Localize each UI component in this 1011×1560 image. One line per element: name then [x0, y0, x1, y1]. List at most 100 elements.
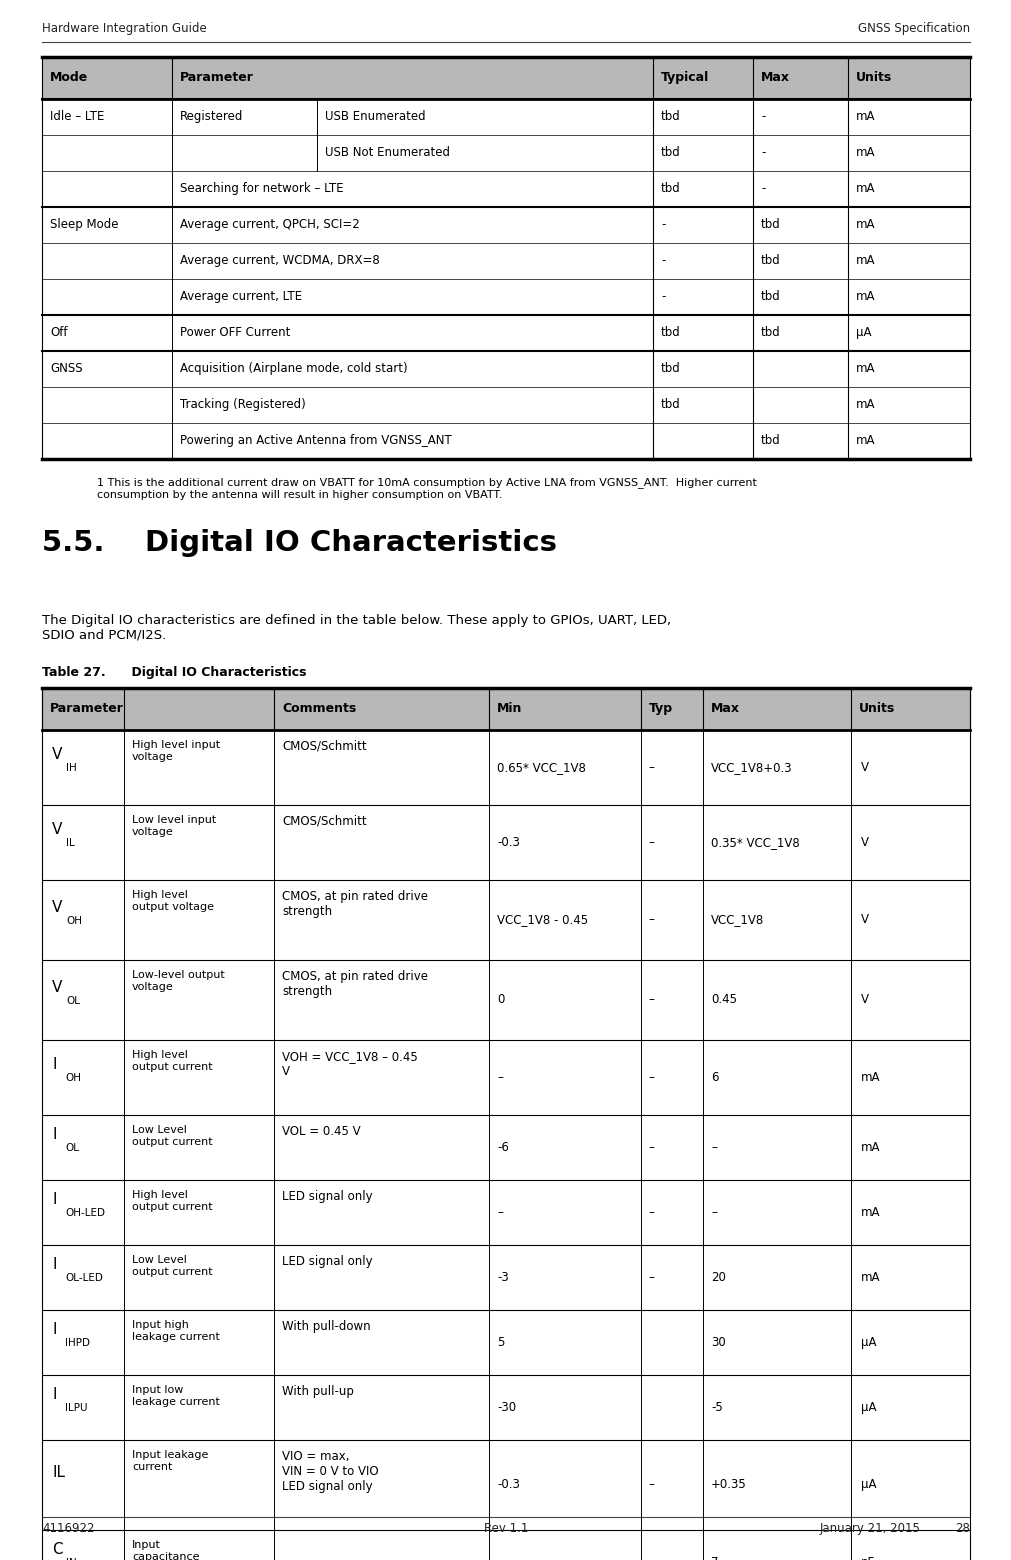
Text: 1 This is the additional current draw on VBATT for 10mA consumption by Active LN: 1 This is the additional current draw on…: [97, 477, 757, 499]
Text: I: I: [52, 1058, 57, 1072]
Bar: [42, 1374, 970, 1440]
Text: Hardware Integration Guide: Hardware Integration Guide: [42, 22, 207, 34]
Text: Low Level
output current: Low Level output current: [132, 1254, 212, 1276]
Text: I: I: [52, 1323, 57, 1337]
Text: USB Enumerated: USB Enumerated: [325, 111, 426, 123]
Bar: [42, 730, 970, 805]
Bar: [42, 1530, 970, 1560]
Text: Low-level output
voltage: Low-level output voltage: [132, 970, 224, 992]
Bar: [42, 1179, 970, 1245]
Text: tbd: tbd: [661, 326, 680, 340]
Text: –: –: [497, 1206, 502, 1218]
Text: -: -: [661, 290, 665, 304]
Text: VCC_1V8 - 0.45: VCC_1V8 - 0.45: [497, 914, 588, 927]
Text: CMOS, at pin rated drive
strength: CMOS, at pin rated drive strength: [282, 891, 428, 917]
Bar: [42, 351, 970, 387]
Text: tbd: tbd: [761, 218, 780, 231]
Text: I: I: [52, 1387, 57, 1402]
Bar: [42, 1041, 970, 1115]
Text: –: –: [648, 836, 654, 849]
Text: January 21, 2015: January 21, 2015: [820, 1523, 921, 1535]
Text: OL: OL: [66, 995, 80, 1006]
Text: VOL = 0.45 V: VOL = 0.45 V: [282, 1125, 361, 1137]
Text: µA: µA: [861, 1479, 877, 1491]
Text: –: –: [648, 914, 654, 927]
Text: μA: μA: [861, 1335, 877, 1349]
Text: 5: 5: [497, 1335, 504, 1349]
Text: –: –: [711, 1206, 717, 1218]
Text: -: -: [661, 218, 665, 231]
Text: IHPD: IHPD: [65, 1338, 90, 1348]
Text: V: V: [52, 822, 63, 838]
Text: Parameter: Parameter: [50, 702, 124, 716]
Text: GNSS Specification: GNSS Specification: [858, 22, 970, 34]
Text: I: I: [52, 1257, 57, 1273]
Text: OH-LED: OH-LED: [65, 1209, 105, 1218]
Text: –: –: [497, 1072, 502, 1084]
Text: tbd: tbd: [661, 398, 680, 412]
Text: mA: mA: [856, 398, 876, 412]
Text: Idle – LTE: Idle – LTE: [50, 111, 104, 123]
Text: -3: -3: [497, 1271, 509, 1284]
Text: V: V: [52, 980, 63, 995]
Text: High level input
voltage: High level input voltage: [132, 739, 220, 761]
Text: mA: mA: [856, 435, 876, 448]
Text: CMOS/Schmitt: CMOS/Schmitt: [282, 814, 367, 828]
Text: CMOS, at pin rated drive
strength: CMOS, at pin rated drive strength: [282, 970, 428, 998]
Text: High level
output voltage: High level output voltage: [132, 891, 214, 911]
Text: mA: mA: [861, 1206, 881, 1218]
Text: mA: mA: [856, 254, 876, 267]
Text: Average current, WCDMA, DRX=8: Average current, WCDMA, DRX=8: [180, 254, 380, 267]
Bar: [42, 688, 970, 730]
Bar: [42, 1245, 970, 1310]
Text: V: V: [861, 994, 869, 1006]
Text: 20: 20: [711, 1271, 726, 1284]
Text: Tracking (Registered): Tracking (Registered): [180, 398, 305, 412]
Text: Comments: Comments: [282, 702, 356, 716]
Text: –: –: [648, 761, 654, 774]
Text: –: –: [648, 994, 654, 1006]
Text: IL: IL: [66, 838, 75, 849]
Text: tbd: tbd: [761, 435, 780, 448]
Text: Digital IO Characteristics: Digital IO Characteristics: [114, 666, 306, 679]
Text: –: –: [648, 1072, 654, 1084]
Bar: [42, 423, 970, 459]
Text: Average current, LTE: Average current, LTE: [180, 290, 302, 304]
Bar: [42, 279, 970, 315]
Text: Mode: Mode: [50, 72, 88, 84]
Text: LED signal only: LED signal only: [282, 1254, 373, 1268]
Text: High level
output current: High level output current: [132, 1190, 212, 1212]
Text: tbd: tbd: [661, 362, 680, 376]
Text: Max: Max: [761, 72, 790, 84]
Text: Min: Min: [497, 702, 523, 716]
Text: Rev 1.1: Rev 1.1: [484, 1523, 528, 1535]
Text: 28: 28: [955, 1523, 970, 1535]
Text: –: –: [648, 1555, 654, 1560]
Text: V: V: [52, 747, 63, 763]
Text: Input high
leakage current: Input high leakage current: [132, 1320, 219, 1342]
Text: -: -: [761, 183, 765, 195]
Text: CMOS/Schmitt: CMOS/Schmitt: [282, 739, 367, 753]
Text: Max: Max: [711, 702, 740, 716]
Text: Powering an Active Antenna from VGNSS_ANT: Powering an Active Antenna from VGNSS_AN…: [180, 435, 452, 448]
Text: tbd: tbd: [661, 111, 680, 123]
Text: Low level input
voltage: Low level input voltage: [132, 814, 216, 836]
Bar: [42, 1440, 970, 1530]
Text: OL: OL: [65, 1143, 79, 1153]
Text: V: V: [52, 900, 63, 916]
Text: With pull-up: With pull-up: [282, 1385, 354, 1398]
Text: OH: OH: [65, 1073, 81, 1084]
Text: Units: Units: [856, 72, 893, 84]
Bar: [42, 387, 970, 423]
Text: -: -: [761, 147, 765, 159]
Text: Searching for network – LTE: Searching for network – LTE: [180, 183, 344, 195]
Text: -: -: [661, 254, 665, 267]
Text: μA: μA: [856, 326, 871, 340]
Text: mA: mA: [861, 1140, 881, 1154]
Text: tbd: tbd: [761, 290, 780, 304]
Text: Units: Units: [859, 702, 896, 716]
Text: –: –: [497, 1555, 502, 1560]
Text: VCC_1V8+0.3: VCC_1V8+0.3: [711, 761, 793, 774]
Text: -5: -5: [711, 1401, 723, 1413]
Bar: [42, 243, 970, 279]
